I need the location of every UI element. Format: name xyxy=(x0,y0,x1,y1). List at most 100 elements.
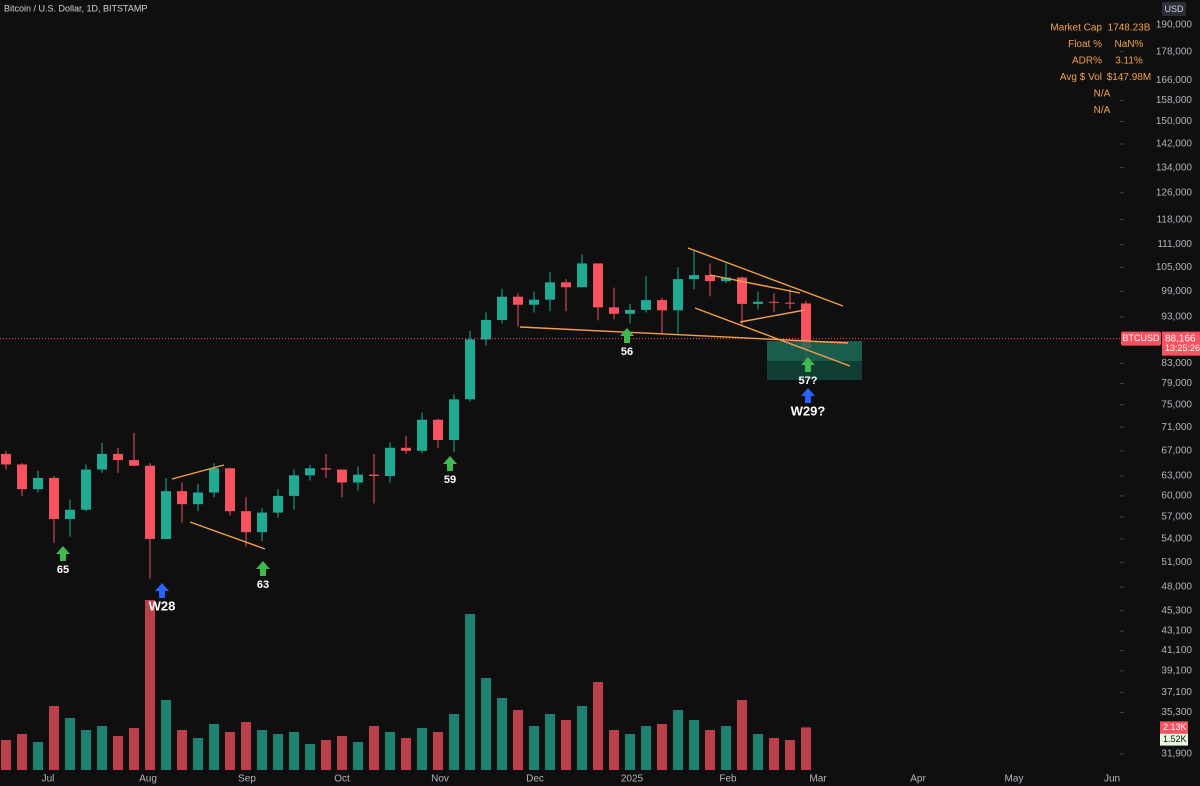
signal-arrow xyxy=(801,357,815,372)
volume-bar xyxy=(737,700,747,770)
y-tick-label: 158,000 xyxy=(1156,95,1193,106)
volume-bar xyxy=(513,710,523,770)
trendline xyxy=(519,326,849,344)
x-tick-label: Jul xyxy=(42,774,55,785)
volume-bar xyxy=(689,720,699,770)
candle-body xyxy=(545,282,555,300)
candle-body xyxy=(225,468,235,512)
volume-bar xyxy=(385,732,395,770)
candle-body xyxy=(641,300,651,310)
volume-bar xyxy=(417,728,427,770)
volume-bar xyxy=(337,736,347,770)
volume-bar xyxy=(721,726,731,770)
volume-tag xyxy=(1160,721,1188,734)
candle-body xyxy=(161,491,171,539)
volume-tag-label: 1.52K xyxy=(1163,734,1187,744)
info-note: N/A xyxy=(1094,89,1111,100)
y-tick-label: 79,000 xyxy=(1161,378,1192,389)
candle-body xyxy=(257,512,267,533)
signal-label: 65 xyxy=(57,564,69,576)
candle-body xyxy=(625,309,635,314)
volume-bar xyxy=(241,722,251,770)
y-tick-label: 37,100 xyxy=(1161,687,1192,698)
volume-bar xyxy=(193,738,203,770)
price-axis xyxy=(1120,0,1200,786)
volume-bar xyxy=(593,682,603,770)
volume-bar xyxy=(129,728,139,770)
info-panel: Market Cap 1748.23B Float % NaN% ADR% 3.11% Av… xyxy=(1050,23,1151,117)
info-value: 1748.23B xyxy=(1108,23,1151,34)
volume-bar xyxy=(753,734,763,770)
x-tick-label: 2025 xyxy=(621,774,644,785)
candle-body xyxy=(113,453,123,461)
y-tick-label: 31,900 xyxy=(1161,749,1192,760)
trendline xyxy=(709,274,801,294)
trendlines xyxy=(171,247,851,550)
info-label: Avg $ Vol xyxy=(1060,72,1102,83)
candle-body xyxy=(737,277,747,304)
volume-bar xyxy=(257,730,267,770)
x-tick-label: Nov xyxy=(431,774,449,785)
volume-tag-label: 2.13K xyxy=(1163,722,1187,732)
volume-bar xyxy=(481,678,491,770)
volume-bar xyxy=(369,726,379,770)
volume-bar xyxy=(657,724,667,770)
candle-body xyxy=(49,477,59,520)
volume-bar xyxy=(289,732,299,770)
candle-body xyxy=(673,279,683,311)
y-tick-label: 63,000 xyxy=(1161,471,1192,482)
x-tick-label: Sep xyxy=(238,774,256,785)
volume-bar xyxy=(1,740,11,770)
candle-body xyxy=(417,419,427,451)
target-zone xyxy=(767,361,862,380)
candle-body xyxy=(769,301,779,303)
signal-label: 56 xyxy=(621,346,633,358)
info-label: Float % xyxy=(1068,39,1102,50)
currency-badge[interactable] xyxy=(1162,2,1186,16)
signal-arrow xyxy=(256,561,270,576)
x-tick-label: Oct xyxy=(334,774,350,785)
volume-bar xyxy=(177,730,187,770)
candle-body xyxy=(305,468,315,476)
volume-bar xyxy=(145,600,155,770)
signal-arrow xyxy=(56,546,70,561)
candle-body xyxy=(705,275,715,282)
candle-body xyxy=(321,468,331,470)
info-value: NaN% xyxy=(1115,39,1144,50)
volume-bar xyxy=(705,730,715,770)
candle-body xyxy=(145,465,155,539)
y-tick-label: 71,000 xyxy=(1161,422,1192,433)
candle-body xyxy=(433,419,443,440)
candle-body xyxy=(465,339,475,400)
volume-bar xyxy=(353,742,363,770)
annotations: 65 W28 63 59 56 57? W29? xyxy=(56,328,825,613)
y-tick-label: 118,000 xyxy=(1157,214,1193,225)
trendline xyxy=(739,309,806,323)
volume-bar xyxy=(561,720,571,770)
volume-bar xyxy=(625,734,635,770)
x-tick-label: Dec xyxy=(526,774,544,785)
countdown: 13:25:26 xyxy=(1165,343,1200,353)
candle-body xyxy=(385,447,395,476)
candle-body xyxy=(721,277,731,282)
candle-body xyxy=(577,263,587,288)
signal-label: 57? xyxy=(799,375,818,387)
y-tick-label: 51,000 xyxy=(1161,557,1192,568)
candle-body xyxy=(273,495,283,513)
candle-body xyxy=(609,307,619,314)
y-tick-label: 75,000 xyxy=(1161,399,1192,410)
last-price-label: 88,166 xyxy=(1165,333,1196,344)
x-tick-label: Feb xyxy=(719,774,737,785)
signal-arrow xyxy=(620,328,634,343)
candle-body xyxy=(497,296,507,320)
volume-bar xyxy=(225,732,235,770)
signal-arrow xyxy=(801,388,815,403)
y-tick-label: 35,300 xyxy=(1161,707,1192,718)
candle-body xyxy=(177,491,187,505)
candle-body xyxy=(241,511,251,533)
candle-body xyxy=(65,509,75,520)
volume-bar xyxy=(401,738,411,770)
volume-bar xyxy=(33,742,43,770)
